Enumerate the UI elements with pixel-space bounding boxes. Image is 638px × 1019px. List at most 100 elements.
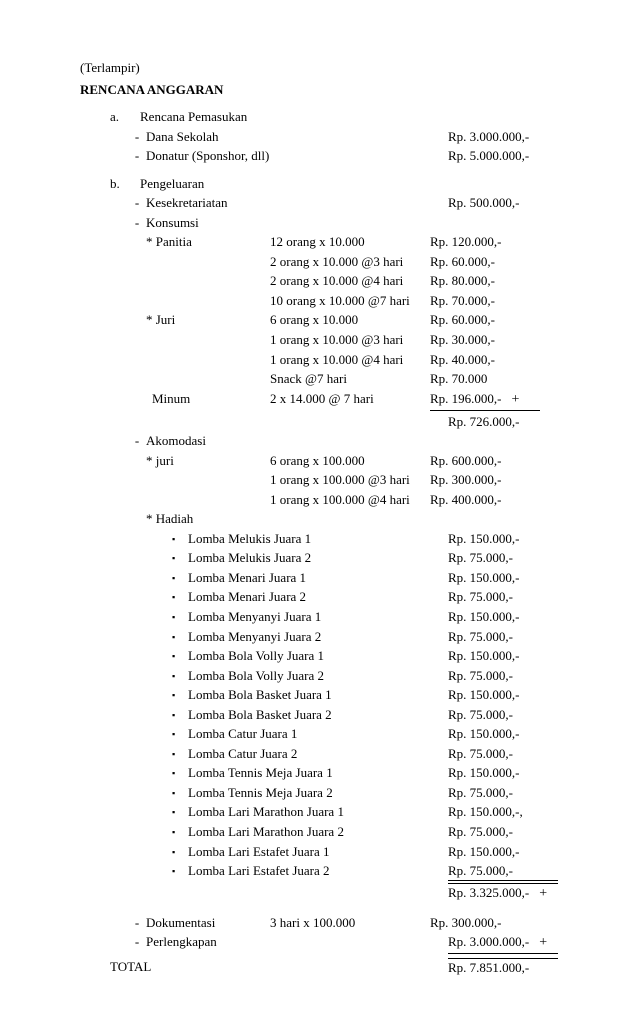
prize-row: Lomba Lari Estafet Juara 2 Rp. 75.000,- bbox=[80, 862, 558, 881]
prize-amt: Rp. 75.000,- bbox=[448, 549, 558, 567]
prize-row: Lomba Melukis Juara 1 Rp. 150.000,- bbox=[80, 530, 558, 548]
bullet-icon bbox=[172, 862, 188, 881]
prize-label: Lomba Lari Estafet Juara 1 bbox=[188, 843, 448, 861]
calc-row: 1 orang x 10.000 @3 hari Rp. 30.000,- bbox=[80, 331, 558, 349]
bullet-icon bbox=[172, 725, 188, 743]
dash-icon: - bbox=[128, 214, 146, 232]
income-label: Donatur (Sponshor, dll) bbox=[146, 147, 288, 165]
row-label bbox=[146, 292, 270, 310]
calc-row: 1 orang x 10.000 @4 hari Rp. 40.000,- bbox=[80, 351, 558, 369]
calc-row: 2 orang x 10.000 @4 hari Rp. 80.000,- bbox=[80, 272, 558, 290]
konsumsi-row: - Konsumsi bbox=[80, 214, 558, 232]
prize-amt: Rp. 150.000,- bbox=[448, 764, 558, 782]
calc-row: 10 orang x 10.000 @7 hari Rp. 70.000,- bbox=[80, 292, 558, 310]
prize-label: Lomba Melukis Juara 2 bbox=[188, 549, 448, 567]
bullet-icon bbox=[172, 843, 188, 861]
row-label bbox=[146, 471, 270, 489]
dash-icon: - bbox=[128, 147, 146, 165]
prize-row: Lomba Menari Juara 2 Rp. 75.000,- bbox=[80, 588, 558, 606]
prize-amt: Rp. 150.000,- bbox=[448, 843, 558, 861]
row-calc: Snack @7 hari bbox=[270, 370, 430, 388]
calc-row: * Panitia 12 orang x 10.000 Rp. 120.000,… bbox=[80, 233, 558, 251]
row-amt: Rp. 400.000,- bbox=[430, 491, 540, 509]
prize-label: Lomba Tennis Meja Juara 1 bbox=[188, 764, 448, 782]
row-calc: 12 orang x 10.000 bbox=[270, 233, 430, 251]
income-amt: Rp. 5.000.000,- bbox=[448, 147, 558, 165]
dash-icon: - bbox=[128, 128, 146, 146]
bullet-icon bbox=[172, 628, 188, 646]
prize-label: Lomba Bola Basket Juara 1 bbox=[188, 686, 448, 704]
row-calc: 1 orang x 10.000 @3 hari bbox=[270, 331, 430, 349]
row-label: * Juri bbox=[146, 311, 270, 329]
total-amt: Rp. 7.851.000,- bbox=[448, 958, 558, 977]
minum-amt: Rp. 196.000,- bbox=[430, 390, 540, 411]
row-calc: 2 orang x 10.000 @4 hari bbox=[270, 272, 430, 290]
row-label bbox=[146, 351, 270, 369]
dokumentasi-amt: Rp. 300.000,- bbox=[430, 914, 540, 932]
prize-label: Lomba Bola Volly Juara 2 bbox=[188, 667, 448, 685]
konsumsi-label: Konsumsi bbox=[146, 214, 558, 232]
perlengkapan-amt: Rp. 3.000.000,- bbox=[448, 933, 558, 954]
dokumentasi-label: Dokumentasi bbox=[146, 914, 270, 932]
income-row: - Dana Sekolah Rp. 3.000.000,- bbox=[80, 128, 558, 146]
row-amt: Rp. 70.000 bbox=[430, 370, 540, 388]
prize-label: Lomba Menari Juara 1 bbox=[188, 569, 448, 587]
row-label bbox=[146, 272, 270, 290]
minum-calc: 2 x 14.000 @ 7 hari bbox=[270, 390, 430, 411]
prize-label: Lomba Lari Estafet Juara 2 bbox=[188, 862, 448, 881]
bullet-icon bbox=[172, 667, 188, 685]
prize-amt: Rp. 150.000,- bbox=[448, 725, 558, 743]
prize-row: Lomba Lari Estafet Juara 1 Rp. 150.000,- bbox=[80, 843, 558, 861]
prize-amt: Rp. 150.000,- bbox=[448, 686, 558, 704]
prize-amt: Rp. 75.000,- bbox=[448, 588, 558, 606]
prize-amt: Rp. 150.000,- bbox=[448, 608, 558, 626]
prize-row: Lomba Tennis Meja Juara 2 Rp. 75.000,- bbox=[80, 784, 558, 802]
hadiah-label: * Hadiah bbox=[146, 510, 558, 528]
calc-row: 2 orang x 10.000 @3 hari Rp. 60.000,- bbox=[80, 253, 558, 271]
row-label bbox=[146, 370, 270, 388]
bullet-icon bbox=[172, 686, 188, 704]
bullet-icon bbox=[172, 608, 188, 626]
prize-row: Lomba Menyanyi Juara 1 Rp. 150.000,- bbox=[80, 608, 558, 626]
row-label bbox=[146, 331, 270, 349]
prize-row: Lomba Menari Juara 1 Rp. 150.000,- bbox=[80, 569, 558, 587]
prize-amt: Rp. 75.000,- bbox=[448, 667, 558, 685]
prize-label: Lomba Melukis Juara 1 bbox=[188, 530, 448, 548]
dash-icon: - bbox=[128, 933, 146, 954]
prize-label: Lomba Menyanyi Juara 2 bbox=[188, 628, 448, 646]
prize-row: Lomba Melukis Juara 2 Rp. 75.000,- bbox=[80, 549, 558, 567]
prize-amt: Rp. 75.000,- bbox=[448, 862, 558, 881]
prize-label: Lomba Menari Juara 2 bbox=[188, 588, 448, 606]
calc-row: 1 orang x 100.000 @3 hari Rp. 300.000,- bbox=[80, 471, 558, 489]
sekretariat-label: Kesekretariatan bbox=[146, 194, 288, 212]
calc-row: * Juri 6 orang x 10.000 Rp. 60.000,- bbox=[80, 311, 558, 329]
hadiah-row: * Hadiah bbox=[80, 510, 558, 528]
prize-amt: Rp. 150.000,- bbox=[448, 647, 558, 665]
bullet-icon bbox=[172, 569, 188, 587]
prize-amt: Rp. 75.000,- bbox=[448, 745, 558, 763]
akomodasi-row: - Akomodasi bbox=[80, 432, 558, 450]
prize-amt: Rp. 75.000,- bbox=[448, 823, 558, 841]
prize-label: Lomba Menyanyi Juara 1 bbox=[188, 608, 448, 626]
perlengkapan-row: - Perlengkapan Rp. 3.000.000,- bbox=[80, 933, 558, 954]
minum-label: Minum bbox=[152, 390, 270, 411]
calc-row: * juri 6 orang x 100.000 Rp. 600.000,- bbox=[80, 452, 558, 470]
prize-row: Lomba Lari Marathon Juara 2 Rp. 75.000,- bbox=[80, 823, 558, 841]
bullet-icon bbox=[172, 823, 188, 841]
prize-label: Lomba Lari Marathon Juara 1 bbox=[188, 803, 448, 821]
row-calc: 2 orang x 10.000 @3 hari bbox=[270, 253, 430, 271]
bullet-icon bbox=[172, 803, 188, 821]
dash-icon: - bbox=[128, 194, 146, 212]
letter-b: b. bbox=[110, 175, 140, 193]
row-amt: Rp. 60.000,- bbox=[430, 253, 540, 271]
prize-row: Lomba Bola Basket Juara 2 Rp. 75.000,- bbox=[80, 706, 558, 724]
perlengkapan-label: Perlengkapan bbox=[146, 933, 288, 954]
row-amt: Rp. 300.000,- bbox=[430, 471, 540, 489]
dash-icon: - bbox=[128, 432, 146, 450]
letter-a: a. bbox=[110, 108, 140, 126]
section-b-title: Pengeluaran bbox=[140, 175, 558, 193]
sekretariat-amt: Rp. 500.000,- bbox=[448, 194, 558, 212]
bullet-icon bbox=[172, 530, 188, 548]
prize-amt: Rp. 75.000,- bbox=[448, 628, 558, 646]
income-amt: Rp. 3.000.000,- bbox=[448, 128, 558, 146]
